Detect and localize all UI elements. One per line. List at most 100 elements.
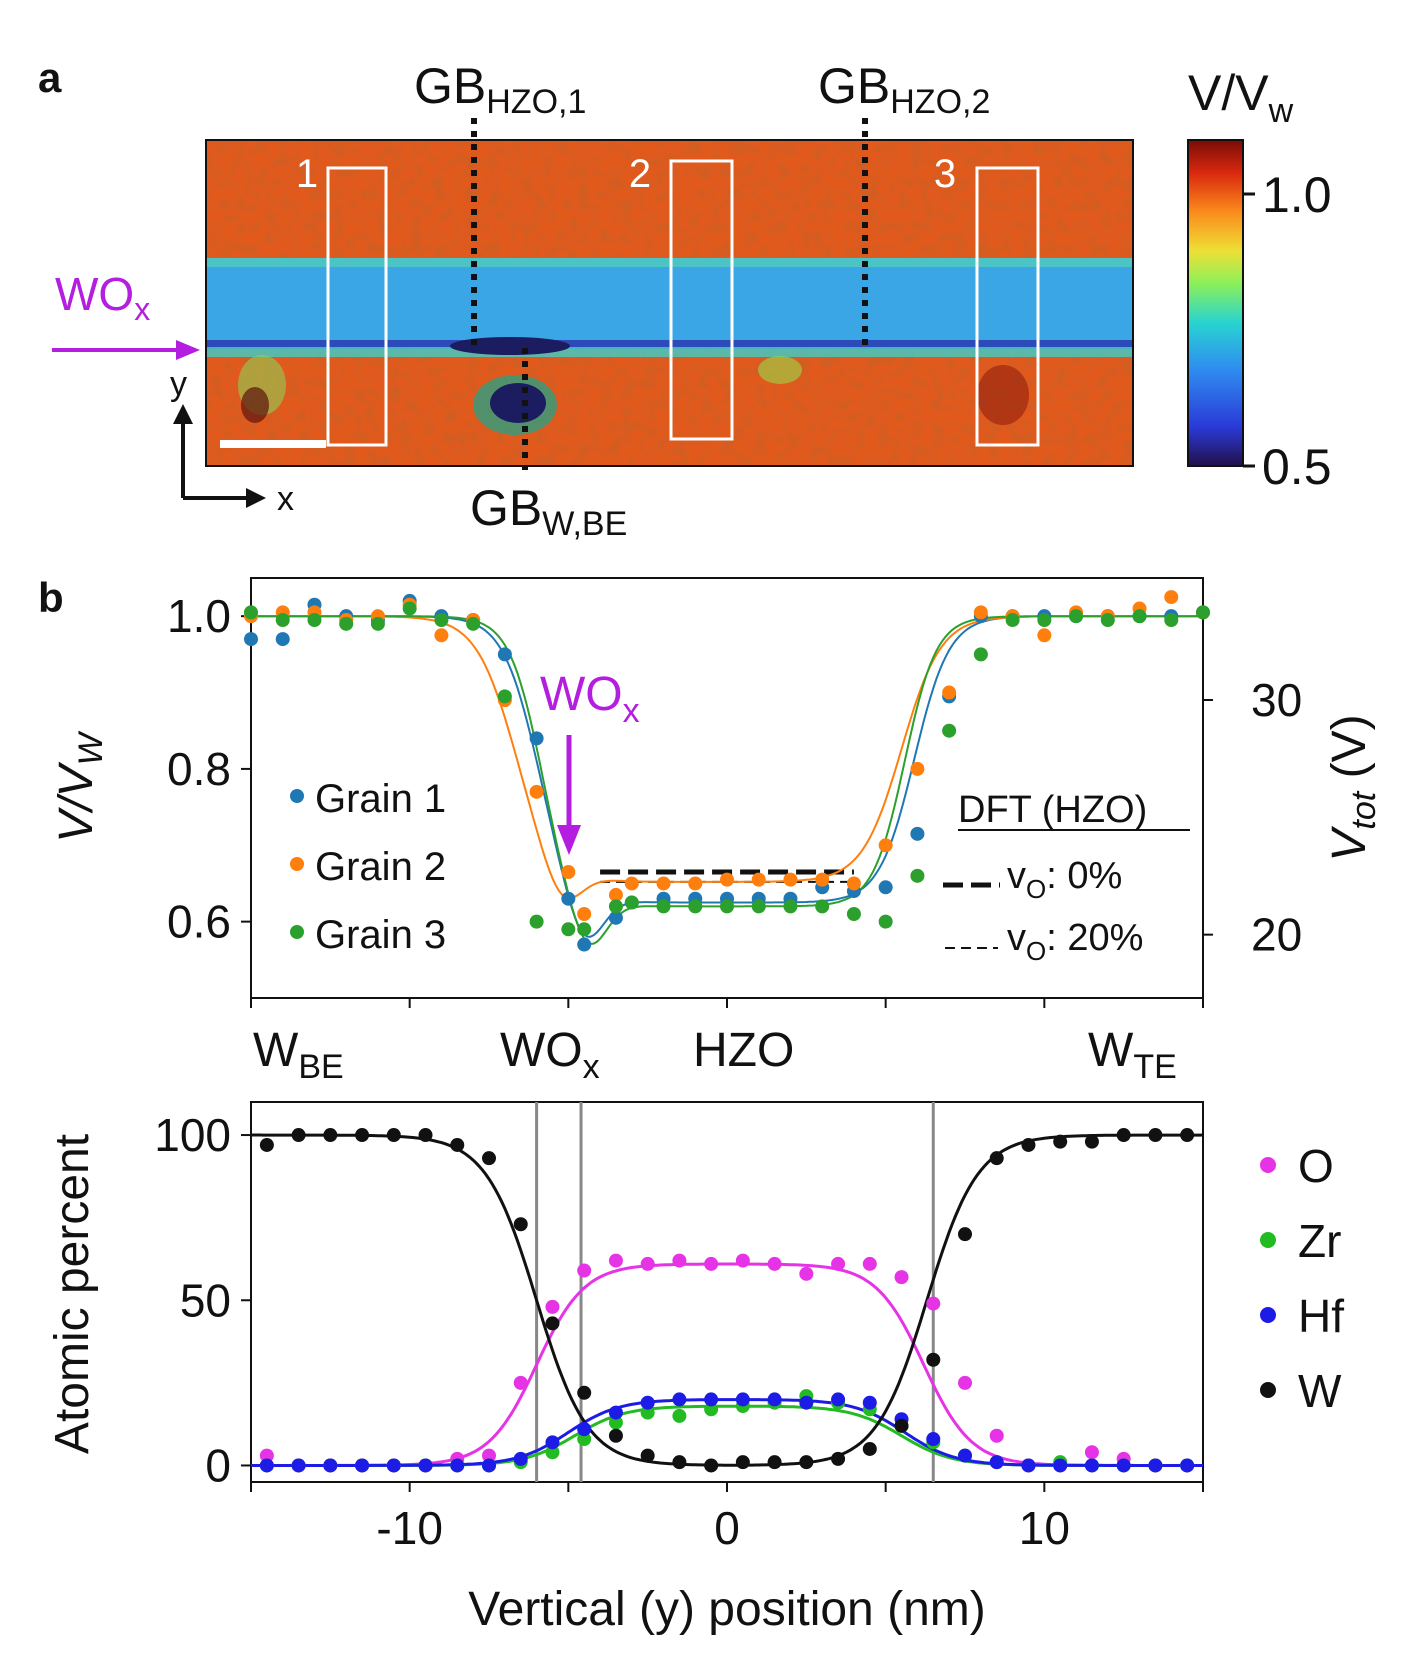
bottom-point-w (450, 1137, 465, 1152)
top-point-grain-2 (434, 628, 449, 643)
legend-label-grain-2: Grain 2 (315, 845, 446, 889)
top-point-grain-3 (656, 899, 671, 914)
dft-entry-0: vO: 0% (1007, 855, 1122, 904)
top-point-grain-3 (624, 895, 639, 910)
bottom-point-w (513, 1217, 528, 1232)
bottom-point-w (1021, 1137, 1036, 1152)
bottom-point-o (259, 1448, 274, 1463)
top-point-grain-3 (720, 899, 734, 914)
bottom-point-o (926, 1296, 941, 1311)
top-point-grain-3 (608, 899, 623, 914)
bottom-point-w (831, 1451, 846, 1466)
legend-marker-w (1260, 1382, 1276, 1398)
bottom-data-points (259, 1128, 1195, 1473)
top-point-grain-1 (529, 731, 544, 746)
top-point-grain-3 (1100, 613, 1115, 627)
bottom-point-hf (1021, 1458, 1036, 1473)
bottom-point-o (894, 1270, 909, 1285)
bottom-point-hf (735, 1392, 750, 1407)
bottom-point-hf (831, 1392, 846, 1407)
bottom-y-ticks: 0 50 100 (154, 1109, 251, 1491)
bottom-point-w (608, 1428, 623, 1443)
top-point-grain-2 (1164, 590, 1179, 605)
grain-box-label-1: 1 (296, 152, 318, 196)
bottom-point-hf (862, 1395, 877, 1410)
top-point-grain-3 (244, 605, 258, 620)
top-point-grain-3 (1132, 609, 1147, 624)
top-y-tick-label: 1.0 (167, 590, 231, 642)
bottom-point-o (704, 1256, 719, 1271)
bottom-point-hf (323, 1458, 338, 1473)
grain-box-1 (326, 166, 388, 447)
grain-legend: Grain 1 Grain 2 Grain 3 (290, 777, 446, 957)
legend-label-hf: Hf (1298, 1290, 1344, 1342)
bottom-point-w (1180, 1128, 1195, 1143)
region-label-w-be: WBE (253, 1024, 344, 1086)
wox-label-a: WOx (55, 268, 150, 327)
bottom-point-o (1084, 1445, 1099, 1460)
legend-label-grain-3: Grain 3 (315, 913, 446, 957)
bottom-fit-curve-hf (251, 1398, 1203, 1467)
legend-label-w: W (1298, 1365, 1342, 1417)
top-point-grain-1 (577, 937, 592, 952)
top-point-grain-3 (688, 899, 703, 914)
top-y2-tick-label: 20 (1251, 909, 1302, 961)
dft-lines (600, 869, 854, 883)
legend-marker-hf (1260, 1307, 1276, 1323)
top-point-grain-3 (402, 601, 417, 616)
top-point-grain-3 (466, 616, 481, 631)
top-point-grain-2 (815, 872, 830, 887)
grain-box-label-3: 3 (934, 152, 956, 196)
bottom-point-hf (1148, 1458, 1163, 1473)
top-point-grain-1 (878, 880, 893, 895)
top-point-grain-2 (878, 838, 893, 853)
bottom-y-axis-label: Atomic percent (46, 1134, 99, 1454)
bottom-point-o (799, 1266, 814, 1281)
legend-marker-grain-3 (290, 925, 304, 939)
bottom-point-hf (672, 1392, 687, 1407)
bottom-point-w (640, 1448, 655, 1463)
bottom-point-w (894, 1418, 909, 1433)
bottom-point-hf (450, 1458, 465, 1473)
bottom-point-o (862, 1256, 877, 1271)
top-point-grain-3 (275, 613, 290, 627)
bottom-point-w (672, 1455, 687, 1470)
legend-marker-o (1260, 1157, 1276, 1173)
bottom-point-w (735, 1455, 750, 1470)
bottom-point-hf (1180, 1458, 1195, 1473)
top-y2-tick-label: 30 (1251, 674, 1302, 726)
bottom-point-hf (482, 1458, 496, 1473)
top-point-grain-3 (973, 647, 988, 662)
bottom-point-hf (989, 1455, 1004, 1470)
bottom-x-axis-label: Vertical (y) position (nm) (468, 1583, 985, 1636)
top-point-grain-2 (720, 872, 734, 887)
bottom-point-zr (704, 1402, 719, 1417)
bottom-point-hf (386, 1458, 401, 1473)
bottom-point-hf (291, 1458, 306, 1473)
top-point-grain-1 (244, 632, 258, 647)
colorbar-tick-high: 1.0 (1262, 167, 1332, 223)
bottom-point-o (767, 1256, 782, 1271)
grain-box-3 (975, 166, 1040, 447)
bottom-fit-curve-w (251, 1133, 1204, 1467)
top-point-grain-2 (688, 876, 703, 891)
top-point-grain-2 (656, 876, 671, 891)
gb-w-be-label: GBW,BE (470, 480, 627, 543)
bottom-point-hf (799, 1395, 814, 1410)
bottom-point-hf (704, 1392, 719, 1407)
top-point-grain-3 (783, 899, 798, 914)
colorbar-tick-low: 0.5 (1262, 439, 1332, 495)
top-point-grain-3 (942, 723, 957, 738)
element-legend: O Zr Hf W (1260, 1140, 1344, 1417)
dft-title: DFT (HZO) (958, 789, 1147, 831)
top-point-grain-2 (942, 685, 957, 700)
colorbar-title: V/Vw (1188, 65, 1294, 130)
bottom-fit-curve-o (251, 1262, 1203, 1467)
bottom-point-hf (545, 1435, 560, 1450)
top-y-tick-label: 0.6 (167, 896, 231, 948)
gb-hzo-1-label: GBHZO,1 (414, 58, 586, 121)
grain-box-label-2: 2 (629, 152, 651, 196)
legend-marker-zr (1260, 1232, 1276, 1248)
